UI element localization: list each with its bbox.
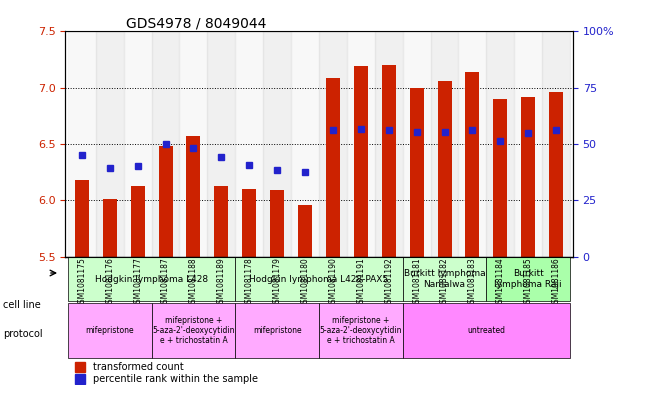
Bar: [103, 199, 117, 257]
Text: GDS4978 / 8049044: GDS4978 / 8049044: [126, 16, 266, 30]
Text: Burkitt
lymphoma Raji: Burkitt lymphoma Raji: [494, 269, 562, 289]
Text: GSM1081176: GSM1081176: [105, 257, 114, 308]
Bar: [96, 31, 124, 257]
Text: GSM1081192: GSM1081192: [384, 257, 393, 308]
Text: GSM1081191: GSM1081191: [356, 257, 365, 308]
FancyBboxPatch shape: [68, 257, 235, 301]
Bar: [409, 88, 424, 257]
Bar: [542, 31, 570, 257]
Text: GSM1081180: GSM1081180: [301, 257, 309, 308]
Bar: [159, 146, 173, 257]
FancyBboxPatch shape: [235, 303, 319, 358]
Text: GSM1081186: GSM1081186: [551, 257, 561, 308]
Bar: [465, 72, 479, 257]
Text: mifepristone: mifepristone: [253, 326, 301, 335]
Text: GSM1081190: GSM1081190: [329, 257, 337, 308]
Bar: [68, 31, 96, 257]
Bar: [76, 374, 85, 384]
Text: mifepristone: mifepristone: [85, 326, 134, 335]
FancyBboxPatch shape: [152, 303, 235, 358]
Bar: [235, 31, 263, 257]
Bar: [242, 189, 256, 257]
Bar: [270, 190, 284, 257]
Text: mifepristone +
5-aza-2'-deoxycytidin
e + trichostatin A: mifepristone + 5-aza-2'-deoxycytidin e +…: [320, 316, 402, 345]
Bar: [458, 31, 486, 257]
Text: GSM1081181: GSM1081181: [412, 257, 421, 308]
Text: GSM1081177: GSM1081177: [133, 257, 142, 308]
Bar: [124, 31, 152, 257]
Text: Hodgkin lymphoma L428-PAX5: Hodgkin lymphoma L428-PAX5: [249, 275, 389, 283]
Bar: [208, 31, 235, 257]
Text: GSM1081189: GSM1081189: [217, 257, 226, 308]
Bar: [291, 31, 319, 257]
Text: mifepristone +
5-aza-2'-deoxycytidin
e + trichostatin A: mifepristone + 5-aza-2'-deoxycytidin e +…: [152, 316, 235, 345]
Bar: [549, 92, 563, 257]
FancyBboxPatch shape: [403, 257, 486, 301]
Bar: [437, 81, 452, 257]
Text: cell line: cell line: [3, 299, 41, 310]
FancyBboxPatch shape: [486, 257, 570, 301]
Text: untreated: untreated: [467, 326, 505, 335]
FancyBboxPatch shape: [235, 257, 403, 301]
Text: transformed count: transformed count: [93, 362, 184, 372]
Bar: [180, 31, 208, 257]
Bar: [521, 97, 535, 257]
Bar: [347, 31, 375, 257]
Bar: [326, 77, 340, 257]
Text: protocol: protocol: [3, 329, 43, 339]
Bar: [493, 99, 507, 257]
Bar: [381, 65, 396, 257]
Bar: [75, 180, 89, 257]
Bar: [152, 31, 180, 257]
Bar: [403, 31, 430, 257]
Text: Hodgkin lymphoma L428: Hodgkin lymphoma L428: [95, 275, 208, 283]
Text: GSM1081179: GSM1081179: [273, 257, 282, 308]
Bar: [298, 205, 312, 257]
Text: GSM1081183: GSM1081183: [468, 257, 477, 308]
Bar: [214, 185, 229, 257]
Text: GSM1081184: GSM1081184: [496, 257, 505, 308]
Bar: [514, 31, 542, 257]
Text: GSM1081187: GSM1081187: [161, 257, 170, 308]
FancyBboxPatch shape: [319, 303, 403, 358]
Bar: [76, 362, 85, 372]
Text: GSM1081182: GSM1081182: [440, 257, 449, 308]
Text: GSM1081178: GSM1081178: [245, 257, 254, 308]
Bar: [319, 31, 347, 257]
Text: Burkitt lymphoma
Namalwa: Burkitt lymphoma Namalwa: [404, 269, 486, 289]
FancyBboxPatch shape: [68, 303, 152, 358]
Bar: [430, 31, 458, 257]
Text: GSM1081188: GSM1081188: [189, 257, 198, 308]
Bar: [375, 31, 403, 257]
Bar: [486, 31, 514, 257]
Bar: [131, 185, 145, 257]
Bar: [263, 31, 291, 257]
Text: percentile rank within the sample: percentile rank within the sample: [93, 374, 258, 384]
Text: GSM1081185: GSM1081185: [524, 257, 533, 308]
Bar: [354, 66, 368, 257]
FancyBboxPatch shape: [403, 303, 570, 358]
Text: GSM1081175: GSM1081175: [77, 257, 87, 308]
Bar: [186, 136, 201, 257]
